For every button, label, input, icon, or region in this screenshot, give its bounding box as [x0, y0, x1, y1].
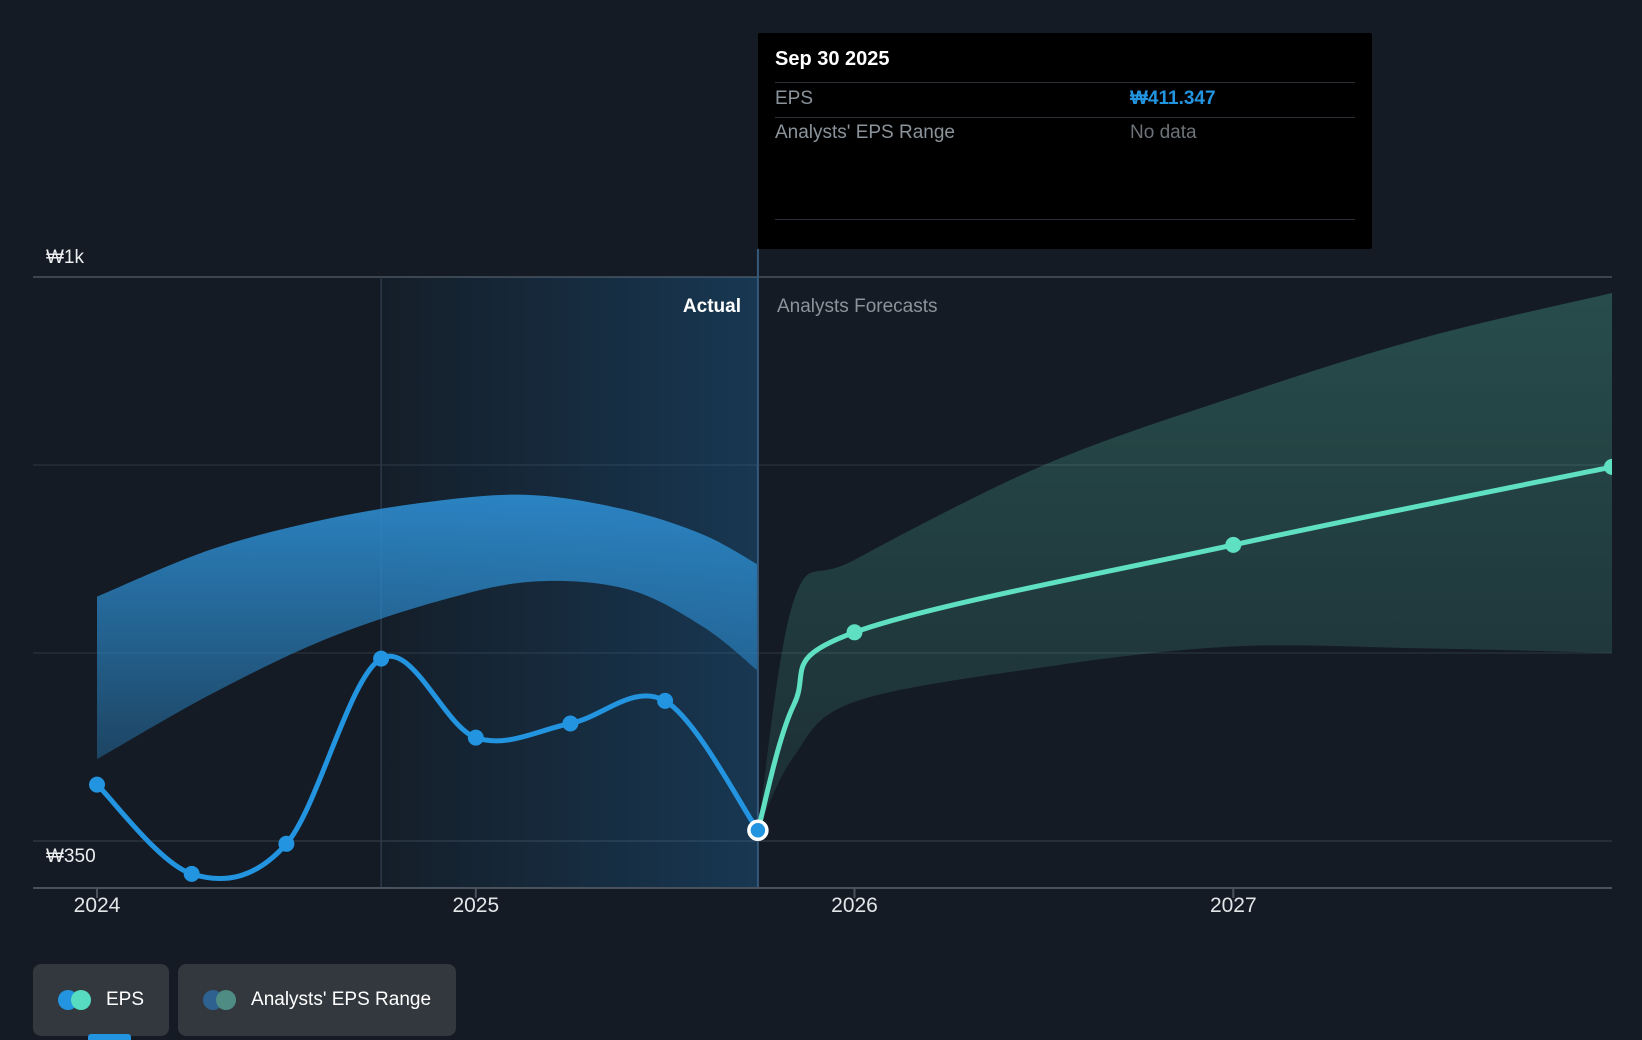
- x-tick-2026: 2026: [831, 894, 878, 917]
- eps-actual-point[interactable]: [562, 715, 579, 732]
- tooltip-range-value: No data: [1130, 122, 1197, 143]
- tooltip-date: Sep 30 2025: [775, 48, 890, 70]
- tooltip-separator: [775, 117, 1355, 118]
- x-tick-2024: 2024: [73, 894, 121, 917]
- legend-label: Analysts' EPS Range: [251, 989, 432, 1010]
- forecast-eps-range-band: [757, 293, 1612, 831]
- x-axis: [33, 887, 1612, 898]
- eps-forecast-points: [846, 458, 1620, 641]
- tooltip-separator: [775, 219, 1355, 220]
- eps-legend-dots-icon: [58, 990, 91, 1010]
- legend-toggle-eps-range[interactable]: Analysts' EPS Range: [178, 964, 457, 1036]
- tooltip-eps-value: ₩411.347: [1130, 88, 1216, 109]
- eps-actual-point[interactable]: [467, 729, 484, 746]
- eps-actual-point[interactable]: [278, 835, 295, 852]
- eps-actual-point[interactable]: [183, 865, 200, 882]
- forecast-section-label: Analysts Forecasts: [777, 296, 938, 317]
- eps-forecast-point[interactable]: [1604, 458, 1620, 475]
- chart-legend: EPS Analysts' EPS Range: [33, 964, 457, 1036]
- tooltip-eps-label: EPS: [775, 88, 814, 109]
- legend-label: EPS: [106, 989, 145, 1010]
- eps-forecast-line: [757, 464, 1612, 833]
- selected-point-marker[interactable]: [747, 819, 769, 842]
- data-tooltip: Sep 30 2025 EPS ₩411.347 Analysts' EPS R…: [758, 33, 1372, 249]
- actual-eps-range-band: [97, 494, 758, 760]
- eps-range-legend-dots-icon: [203, 990, 237, 1010]
- tooltip-separator: [775, 82, 1355, 83]
- x-tick-2025: 2025: [452, 894, 500, 917]
- tooltip-range-label: Analysts' EPS Range: [775, 122, 955, 143]
- eps-actual-point[interactable]: [657, 692, 674, 709]
- y-axis-label-bottom: ₩350: [46, 846, 96, 867]
- eps-actual-point[interactable]: [373, 650, 390, 667]
- eps-forecast-point[interactable]: [1225, 536, 1242, 553]
- legend-toggle-eps[interactable]: EPS: [33, 964, 170, 1036]
- eps-actual-points: [89, 650, 674, 882]
- eps-forecast-point[interactable]: [846, 624, 863, 641]
- y-axis-label-top: ₩1k: [46, 247, 84, 268]
- actual-section-label: Actual: [682, 296, 741, 317]
- bottom-accent-bar: [88, 1034, 131, 1040]
- eps-actual-point[interactable]: [89, 776, 105, 793]
- x-tick-2027: 2027: [1209, 894, 1257, 917]
